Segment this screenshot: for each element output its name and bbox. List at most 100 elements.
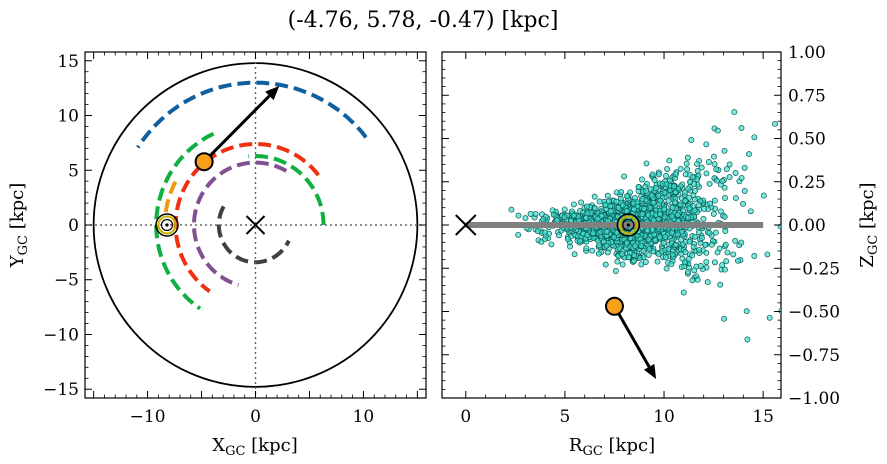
arrow-shaft (613, 305, 651, 368)
star-point (610, 234, 617, 241)
star-point (649, 171, 656, 178)
star-point (677, 201, 684, 208)
star-point (595, 250, 602, 257)
spiral-arms (136, 80, 368, 311)
star-point (722, 241, 729, 248)
star-point (624, 193, 630, 200)
star-point (570, 201, 577, 208)
star-point (738, 239, 745, 246)
star-point (795, 239, 800, 244)
star-point (672, 189, 679, 196)
star-point (532, 211, 539, 217)
star-point (764, 251, 771, 258)
star-point (603, 242, 610, 249)
star-point (735, 257, 741, 264)
right-ylabel: ZGC [kpc] (857, 182, 881, 267)
star-point (623, 208, 630, 214)
star-point (589, 247, 596, 254)
star-point (682, 249, 689, 256)
velocity-arrow (613, 305, 657, 379)
star-point (766, 314, 773, 321)
star-point (685, 214, 691, 221)
star-point (682, 197, 689, 204)
star-point (701, 205, 708, 212)
star-point (687, 179, 693, 185)
star-point (642, 259, 649, 265)
star-point (571, 251, 578, 258)
star-point (780, 224, 781, 227)
x-tick-label: 10 (653, 407, 675, 427)
star-point (596, 198, 603, 205)
y-tick-label: 0.75 (788, 86, 826, 106)
star-point (592, 205, 598, 212)
star-point (661, 206, 667, 213)
sun-ring-outer (616, 213, 641, 237)
star-point (583, 245, 590, 252)
gc-cross-stroke (245, 215, 266, 235)
x-tick-label: 15 (752, 407, 774, 427)
star-point (663, 181, 670, 188)
star-point (632, 242, 639, 249)
star-point (721, 147, 728, 154)
star-point (668, 261, 675, 268)
star-point (721, 266, 728, 273)
star-point (548, 241, 555, 248)
star-point (577, 237, 584, 244)
star-point (668, 229, 675, 236)
object-marker (604, 296, 624, 316)
star-point (616, 245, 623, 252)
star-point (710, 210, 717, 217)
star-point (591, 193, 598, 200)
star-point (665, 197, 672, 204)
sun-ring-inner (160, 218, 174, 232)
star-point (686, 194, 692, 201)
star-point (685, 256, 692, 263)
star-point (654, 258, 661, 265)
y-tick-label: −0.50 (788, 303, 840, 323)
star-point (712, 229, 719, 236)
star-point (663, 173, 669, 179)
sun-dot (165, 223, 169, 227)
star-point (645, 212, 652, 219)
y-tick-label: 0.50 (788, 130, 826, 150)
star-point (652, 185, 659, 192)
star-point (732, 170, 739, 176)
star-point (691, 188, 698, 194)
sun-dot (626, 223, 630, 227)
spiral-arm-3 (163, 180, 178, 213)
star-point (647, 186, 654, 193)
star-point (603, 228, 610, 235)
star-point (651, 177, 658, 183)
star-point (741, 188, 748, 194)
x-tick-label: 10 (353, 407, 375, 427)
star-point (549, 207, 556, 214)
star-point (619, 251, 626, 258)
star-point (778, 307, 781, 314)
x-tick-label: 0 (250, 407, 261, 427)
sun-ring-gold (618, 215, 638, 235)
star-point (661, 189, 668, 196)
star-point (686, 238, 693, 245)
star-point (721, 213, 728, 220)
star-point (683, 160, 690, 167)
star-point (721, 184, 728, 191)
star-point (691, 233, 698, 240)
star-point (691, 207, 698, 214)
spiral-arm-1 (154, 131, 215, 311)
star-point (689, 277, 696, 284)
star-point (656, 234, 663, 241)
star-point (642, 183, 649, 190)
star-point (713, 166, 720, 173)
star-point (711, 197, 718, 204)
star-point (651, 231, 657, 238)
star-point (637, 235, 644, 242)
x-tick-label: 0 (460, 407, 471, 427)
star-point (655, 193, 662, 199)
star-point (707, 200, 714, 207)
star-point (719, 178, 726, 185)
y-tick-label: −1.00 (788, 389, 840, 409)
star-point (747, 208, 754, 215)
star-point (613, 189, 620, 196)
star-point (612, 268, 619, 274)
star-point (522, 215, 529, 222)
